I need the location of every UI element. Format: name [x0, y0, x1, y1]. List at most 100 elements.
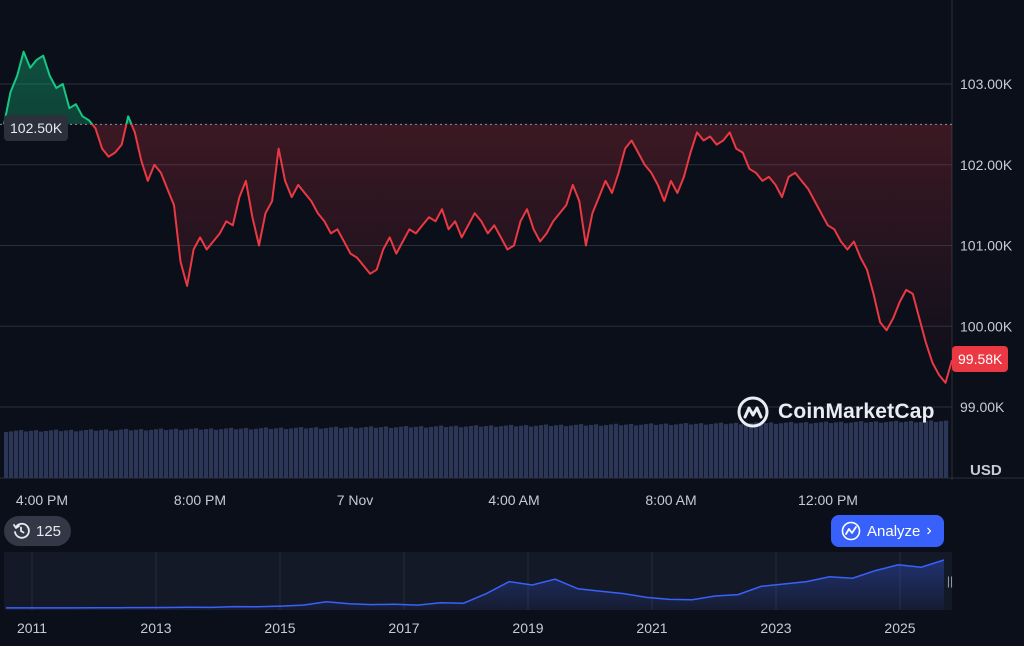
price-line [3, 50, 952, 384]
volume-bar [449, 426, 454, 478]
volume-bar [479, 426, 484, 478]
volume-bar [414, 426, 419, 478]
volume-bar [794, 423, 799, 478]
volume-bar [804, 422, 809, 478]
volume-bar [939, 421, 944, 478]
y-tick-label: 101.00K [960, 238, 1013, 254]
volume-bar [369, 426, 374, 478]
volume-bar [684, 423, 689, 478]
volume-bar [299, 427, 304, 478]
volume-bar [89, 429, 94, 478]
watermark-text: CoinMarketCap [778, 400, 935, 423]
volume-bar [619, 425, 624, 478]
x-axis-labels: 4:00 PM 8:00 PM 7 Nov 4:00 AM 8:00 AM 12:00 P… [16, 492, 858, 508]
volume-bar [114, 430, 119, 478]
volume-bar [944, 420, 949, 478]
volume-bar [509, 424, 514, 478]
y-tick-label: 99.00K [960, 399, 1005, 415]
volume-bar [704, 424, 709, 478]
navigator-line [6, 559, 945, 609]
navigator-handle-icon[interactable]: || [946, 574, 954, 588]
x-tick-label: 4:00 AM [488, 492, 539, 508]
volume-bar [594, 424, 599, 478]
volume-bar [184, 429, 189, 478]
volume-bar [734, 422, 739, 478]
volume-bar [574, 424, 579, 478]
volume-bar [754, 422, 759, 478]
volume-bar [844, 423, 849, 478]
volume-bar [94, 430, 99, 478]
volume-bar [149, 429, 154, 478]
volume-bar [809, 423, 814, 478]
y-tick-label: 102.00K [960, 157, 1013, 173]
volume-bar [474, 425, 479, 478]
navigator-year-label: 2019 [512, 620, 543, 636]
volume-bar [934, 421, 939, 478]
volume-bar [224, 428, 229, 478]
volume-bar [274, 428, 279, 478]
volume-bar [659, 424, 664, 478]
volume-bar [814, 422, 819, 478]
volume-bar [644, 424, 649, 478]
volume-bar [359, 427, 364, 478]
volume-bar [139, 429, 144, 478]
volume-bar [819, 422, 824, 478]
volume-bar [399, 426, 404, 478]
navigator-year-label: 2021 [636, 620, 667, 636]
history-count: 125 [36, 522, 62, 540]
analyze-button[interactable]: Analyze › [831, 515, 944, 547]
volume-bar [719, 422, 724, 478]
volume-bar [289, 428, 294, 478]
volume-bar [9, 431, 14, 478]
volume-bar [914, 422, 919, 478]
analyze-label: Analyze [867, 522, 921, 540]
volume-bar [354, 428, 359, 478]
volume-bar [829, 423, 834, 478]
volume-bar [874, 421, 879, 478]
y-axis-labels: 103.00K 102.00K 101.00K 100.00K 99.00K [960, 76, 1013, 415]
volume-bar [699, 423, 704, 478]
volume-bar [209, 428, 214, 478]
volume-bar [249, 429, 254, 478]
volume-bar [4, 432, 9, 478]
volume-bar [454, 425, 459, 478]
volume-bar [549, 425, 554, 478]
volume-bar [134, 429, 139, 478]
volume-bar [309, 427, 314, 478]
navigator-year-label: 2011 [17, 620, 47, 636]
volume-bar [739, 424, 744, 478]
y-tick-label: 103.00K [960, 76, 1013, 92]
volume-bar [389, 427, 394, 478]
history-icon [13, 522, 30, 539]
volume-bar [569, 425, 574, 478]
volume-bar [649, 423, 654, 478]
volume-bar [254, 428, 259, 478]
range-navigator[interactable] [4, 552, 952, 610]
x-tick-label: 7 Nov [337, 492, 374, 508]
volume-bar [564, 426, 569, 478]
volume-bar [44, 430, 49, 478]
volume-bar [394, 427, 399, 478]
volume-bar [419, 426, 424, 478]
volume-bar [694, 423, 699, 478]
history-button[interactable]: 125 [4, 516, 72, 546]
volume-bar [554, 425, 559, 478]
volume-bar [324, 428, 329, 478]
volume-bar [29, 430, 34, 478]
volume-bar [889, 421, 894, 478]
volume-bar [219, 429, 224, 478]
volume-bar [404, 425, 409, 478]
volume-bar [834, 422, 839, 478]
price-line-down [3, 124, 952, 384]
volume-bar [714, 423, 719, 478]
volume-bar [99, 430, 104, 478]
volume-bar [104, 429, 109, 478]
volume-bar [39, 431, 44, 478]
volume-bar [459, 427, 464, 478]
volume-bar [284, 429, 289, 478]
volume-bar [494, 426, 499, 478]
volume-bar [514, 426, 519, 478]
volume-bar [729, 423, 734, 478]
volume-bar [349, 426, 354, 478]
